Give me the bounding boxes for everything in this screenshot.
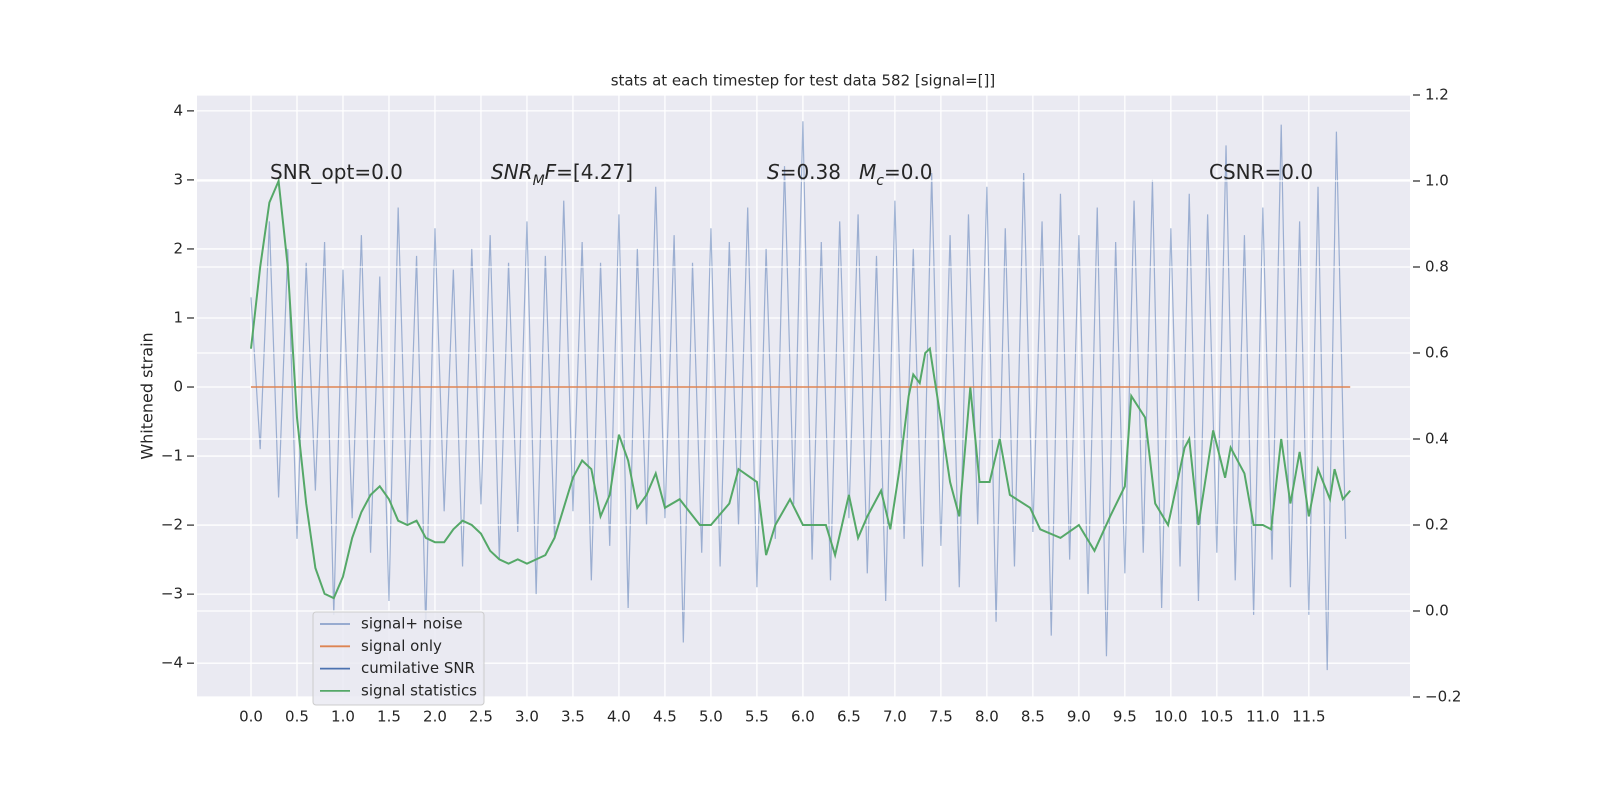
- x-tick-label: 1.0: [331, 708, 355, 726]
- y2-tick-label: 0.8: [1425, 258, 1449, 276]
- x-tick-label: 5.5: [745, 708, 769, 726]
- y2-tick-label: −0.2: [1425, 688, 1461, 706]
- y2-tick-label: 0.6: [1425, 344, 1449, 362]
- y2-tick-label: 1.2: [1425, 86, 1449, 104]
- y-tick-label: 2: [173, 239, 183, 257]
- x-tick-label: 5.0: [699, 708, 723, 726]
- chart-title: stats at each timestep for test data 582…: [611, 72, 996, 90]
- annotation: S=0.38: [767, 160, 841, 184]
- legend-label: signal statistics: [361, 681, 477, 699]
- annotation-part: =0.38: [780, 160, 841, 184]
- y2-tick-label: 0.4: [1425, 430, 1449, 448]
- annotation: CSNR=0.0: [1209, 160, 1313, 184]
- annotation-part: M: [533, 173, 545, 189]
- x-tick-label: 2.5: [469, 708, 493, 726]
- x-tick-label: 0.0: [239, 708, 263, 726]
- y-tick-label: 0: [173, 378, 183, 396]
- y-tick-label: −2: [161, 516, 183, 534]
- annotation-part: c: [876, 173, 884, 189]
- annotation-part: =[4.27]: [556, 160, 633, 184]
- annotation-part: CSNR=0.0: [1209, 160, 1313, 184]
- x-tick-label: 8.0: [975, 708, 999, 726]
- legend-label: signal only: [361, 637, 442, 655]
- x-tick-label: 0.5: [285, 708, 309, 726]
- x-tick-label: 4.0: [607, 708, 631, 726]
- legend-box: [312, 611, 485, 706]
- annotation-part: M: [859, 160, 876, 184]
- annotation-part: F: [545, 160, 557, 184]
- x-tick-label: 2.0: [423, 708, 447, 726]
- y-tick-label: 1: [173, 308, 183, 326]
- annotation-part: S: [767, 160, 780, 184]
- x-tick-label: 10.5: [1200, 708, 1233, 726]
- annotation-part: =0.0: [884, 160, 933, 184]
- x-tick-label: 8.5: [1021, 708, 1045, 726]
- x-tick-label: 6.0: [791, 708, 815, 726]
- annotation: SNR_opt=0.0: [270, 160, 403, 184]
- legend-label: signal+ noise: [361, 615, 463, 633]
- x-tick-label: 11.5: [1292, 708, 1325, 726]
- x-tick-label: 3.0: [515, 708, 539, 726]
- y-axis-label: Whitened strain: [138, 332, 157, 459]
- y-tick-label: −3: [161, 585, 183, 603]
- annotation-part: SNR: [491, 160, 533, 184]
- y-tick-label: 3: [173, 170, 183, 188]
- x-tick-label: 1.5: [377, 708, 401, 726]
- y-tick-label: −4: [161, 654, 183, 672]
- annotation: Mc=0.0: [859, 160, 933, 190]
- x-tick-label: 11.0: [1246, 708, 1279, 726]
- x-tick-label: 7.0: [883, 708, 907, 726]
- x-tick-label: 6.5: [837, 708, 861, 726]
- x-tick-label: 7.5: [929, 708, 953, 726]
- series-line: [250, 121, 1347, 671]
- annotation-part: SNR_opt=0.0: [270, 160, 403, 184]
- y-tick-label: −1: [161, 447, 183, 465]
- y2-tick-label: 0.0: [1425, 602, 1449, 620]
- x-tick-label: 9.0: [1067, 708, 1091, 726]
- x-tick-label: 3.5: [561, 708, 585, 726]
- y2-tick-label: 1.0: [1425, 172, 1449, 190]
- series-line: [249, 177, 1351, 600]
- legend-label: cumilative SNR: [361, 659, 475, 677]
- y-tick-label: 4: [173, 101, 183, 119]
- x-tick-label: 4.5: [653, 708, 677, 726]
- x-tick-label: 10.0: [1154, 708, 1187, 726]
- y2-tick-label: 0.2: [1425, 516, 1449, 534]
- annotation: SNRMF=[4.27]: [491, 160, 633, 190]
- x-tick-label: 9.5: [1113, 708, 1137, 726]
